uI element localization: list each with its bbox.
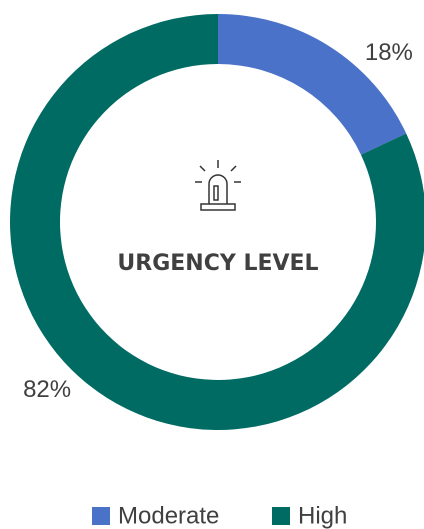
legend-label: Moderate xyxy=(118,502,219,529)
data-label: 18% xyxy=(365,39,413,66)
siren-icon xyxy=(195,160,241,211)
data-label: 82% xyxy=(23,376,71,403)
donut-slice xyxy=(218,14,407,155)
center-label: URGENCY LEVEL xyxy=(117,251,318,276)
legend-label: High xyxy=(298,502,347,529)
legend-swatch xyxy=(272,507,290,525)
legend-swatch xyxy=(92,507,110,525)
